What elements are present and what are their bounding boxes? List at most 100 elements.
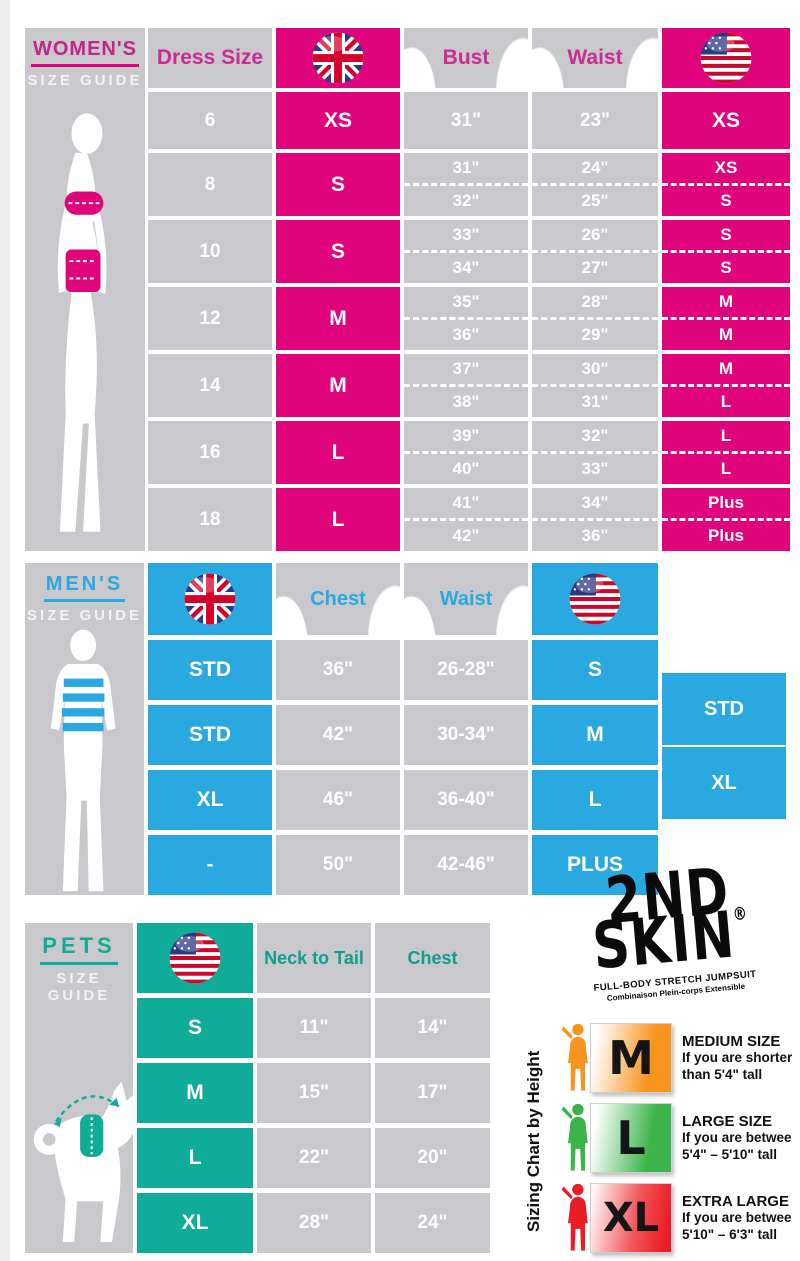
pets-table: Neck to Tail Chest S 11" 14" M 15" 17" L…	[137, 923, 490, 1253]
us-upper: M	[662, 287, 790, 320]
red-figure-icon	[560, 1182, 589, 1252]
dress-size-cell: 12	[148, 287, 272, 350]
pets-size-guide-section: PETS SIZE GUIDE	[25, 923, 490, 1253]
waist-upper: 26"	[532, 220, 658, 253]
bust-upper: 31"	[404, 153, 528, 186]
chest-cell: 50"	[276, 835, 400, 895]
height-item-text: MEDIUM SIZE If you are shorter than 5'4"…	[682, 1033, 800, 1084]
dress-size-cell: 16	[148, 421, 272, 484]
col-header-dress-size: Dress Size	[148, 28, 272, 88]
waist-lower: 27"	[581, 258, 609, 277]
chest-cell: 46"	[276, 770, 400, 830]
pets-title: PETS	[40, 933, 118, 965]
waist-upper: 32"	[532, 421, 658, 454]
waist-cell: 32" 33"	[532, 421, 658, 484]
col-header-waist: Waist	[404, 563, 528, 635]
bust-cell: 39" 40"	[404, 421, 528, 484]
waist-cell: 28" 29"	[532, 287, 658, 350]
green-figure-icon	[560, 1102, 589, 1172]
womens-title: WOMEN'S	[31, 38, 139, 67]
mens-subtitle: SIZE GUIDE	[26, 607, 142, 624]
height-item-text: EXTRA LARGE If you are betwee 5'10" – 6'…	[682, 1193, 800, 1244]
bust-lower: 34"	[452, 258, 480, 277]
chest-cell: 14"	[375, 998, 490, 1058]
uk-size-cell: L	[276, 488, 400, 551]
waist-lower: 36"	[581, 526, 609, 545]
pet-size-cell: XL	[137, 1193, 253, 1253]
waist-upper: 30"	[532, 354, 658, 387]
mens-size-guide-section: MEN'S SIZE GUIDE	[25, 563, 786, 895]
mens-table: Chest Waist STD 36" 2	[148, 563, 658, 895]
bust-lower: 42"	[452, 526, 480, 545]
uk-size-cell: STD	[148, 705, 272, 765]
waist-lower: 33"	[581, 459, 609, 478]
waist-cell: 26-28"	[404, 640, 528, 700]
us-size-cell: XS S	[662, 153, 790, 216]
height-item-line2: than 5'4" tall	[682, 1066, 763, 1082]
uk-flag-header-cell	[276, 28, 400, 88]
brand-name-text: SKIN	[589, 897, 738, 984]
pet-size-cell: S	[137, 998, 253, 1058]
height-item-text: LARGE SIZE If you are betwee 5'4" – 5'10…	[682, 1113, 800, 1164]
us-lower: S	[720, 191, 732, 210]
uk-size-cell: S	[276, 220, 400, 283]
us-flag-icon	[569, 573, 621, 625]
uk-size-cell: STD	[148, 640, 272, 700]
left-edge-strip	[0, 0, 10, 1261]
size-badge-xl: XL	[590, 1183, 672, 1253]
us-upper: M	[662, 354, 790, 387]
us-upper: S	[662, 220, 790, 253]
height-chart-items: M MEDIUM SIZE If you are shorter than 5'…	[554, 1022, 800, 1254]
size-badge-m: M	[590, 1023, 672, 1093]
waist-lower: 25"	[581, 191, 609, 210]
brand-logo: 2ND SKIN® FULL-BODY STRETCH JUMPSUIT Com…	[543, 854, 799, 1008]
pet-size-cell: M	[137, 1063, 253, 1123]
chest-cell: 42"	[276, 705, 400, 765]
height-item-line1: If you are betwee	[682, 1209, 792, 1225]
bust-upper: 39"	[404, 421, 528, 454]
bust-upper: 33"	[404, 220, 528, 253]
neck-to-tail-cell: 28"	[257, 1193, 371, 1253]
combined-size-std-cell: STD	[662, 673, 786, 745]
height-item-line1: If you are shorter	[682, 1049, 793, 1065]
height-item-title: EXTRA LARGE	[682, 1192, 789, 1210]
pets-subtitle: SIZE GUIDE	[47, 970, 111, 1004]
height-item-line2: 5'10" – 6'3" tall	[682, 1226, 778, 1242]
us-upper: XS	[662, 153, 790, 186]
uk-size-cell: XL	[148, 770, 272, 830]
bust-upper: 35"	[404, 287, 528, 320]
col-header-bust: Bust	[404, 28, 528, 88]
waist-upper: 34"	[532, 488, 658, 521]
uk-size-cell: XS	[276, 92, 400, 149]
bust-cell: 41" 42"	[404, 488, 528, 551]
bust-upper: 37"	[404, 354, 528, 387]
height-item-large: L LARGE SIZE If you are betwee 5'4" – 5'…	[554, 1102, 800, 1174]
dress-size-cell: 10	[148, 220, 272, 283]
neck-to-tail-cell: 22"	[257, 1128, 371, 1188]
uk-size-cell: M	[276, 354, 400, 417]
uk-size-cell: L	[276, 421, 400, 484]
combined-size-xl-cell: XL	[662, 747, 786, 819]
height-item-line2: 5'4" – 5'10" tall	[682, 1146, 778, 1162]
bust-cell: 37" 38"	[404, 354, 528, 417]
orange-figure-icon	[560, 1022, 589, 1092]
dress-size-cell: 8	[148, 153, 272, 216]
us-size-cell: M	[532, 705, 658, 765]
us-flag-header-cell	[137, 923, 253, 993]
us-upper: Plus	[662, 488, 790, 521]
waist-lower: 29"	[581, 325, 609, 344]
us-size-cell: S	[532, 640, 658, 700]
us-size-cell: PLUS	[532, 835, 658, 895]
us-size-cell: M M	[662, 287, 790, 350]
uk-size-cell: S	[276, 153, 400, 216]
height-item-title: LARGE SIZE	[682, 1112, 773, 1130]
height-item-title: MEDIUM SIZE	[682, 1032, 781, 1050]
uk-size-cell: M	[276, 287, 400, 350]
chest-cell: 24"	[375, 1193, 490, 1253]
bust-lower: 36"	[452, 325, 480, 344]
womens-sidebar: WOMEN'S SIZE GUIDE	[25, 28, 145, 551]
us-flag-header-cell	[532, 563, 658, 635]
waist-cell: 24" 25"	[532, 153, 658, 216]
waist-cell: 26" 27"	[532, 220, 658, 283]
bust-cell: 35" 36"	[404, 287, 528, 350]
